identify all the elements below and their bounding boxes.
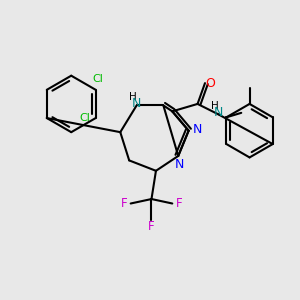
Text: N: N xyxy=(192,123,202,136)
Text: H: H xyxy=(129,92,137,102)
Text: N: N xyxy=(175,158,184,171)
Text: Cl: Cl xyxy=(92,74,103,84)
Text: Cl: Cl xyxy=(80,113,91,123)
Text: F: F xyxy=(121,197,128,210)
Text: N: N xyxy=(214,106,223,119)
Text: F: F xyxy=(148,220,155,233)
Text: O: O xyxy=(206,76,215,90)
Text: N: N xyxy=(132,97,141,110)
Text: H: H xyxy=(211,101,219,111)
Text: F: F xyxy=(176,197,182,210)
